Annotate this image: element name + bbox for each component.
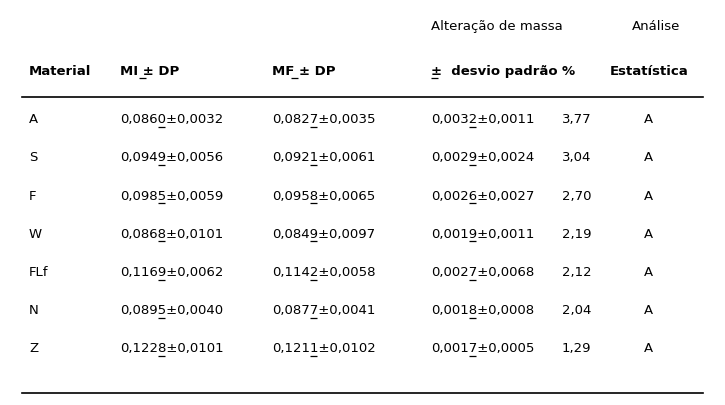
Text: A: A — [645, 113, 653, 126]
Text: 0,1169±0,0062: 0,1169±0,0062 — [120, 265, 223, 278]
Text: FLf: FLf — [29, 265, 49, 278]
Text: 0,0985±0,0059: 0,0985±0,0059 — [120, 189, 223, 202]
Text: S: S — [29, 151, 38, 164]
Text: A: A — [645, 303, 653, 316]
Text: A: A — [29, 113, 38, 126]
Text: ±  desvio padrão: ± desvio padrão — [431, 64, 558, 77]
Text: 2,12: 2,12 — [562, 265, 592, 278]
Text: 2,04: 2,04 — [562, 303, 592, 316]
Text: 0,0827±0,0035: 0,0827±0,0035 — [272, 113, 376, 126]
Text: 0,0019±0,0011: 0,0019±0,0011 — [431, 227, 535, 240]
Text: 0,0032±0,0011: 0,0032±0,0011 — [431, 113, 535, 126]
Text: 0,0877±0,0041: 0,0877±0,0041 — [272, 303, 376, 316]
Text: 0,0949±0,0056: 0,0949±0,0056 — [120, 151, 223, 164]
Text: N: N — [29, 303, 38, 316]
Text: 0,1228±0,0101: 0,1228±0,0101 — [120, 341, 223, 354]
Text: A: A — [645, 265, 653, 278]
Text: 0,0026±0,0027: 0,0026±0,0027 — [431, 189, 535, 202]
Text: Estatística: Estatística — [610, 64, 688, 77]
Text: 2,70: 2,70 — [562, 189, 592, 202]
Text: A: A — [645, 341, 653, 354]
Text: 2,19: 2,19 — [562, 227, 592, 240]
Text: 0,0029±0,0024: 0,0029±0,0024 — [431, 151, 534, 164]
Text: %: % — [562, 64, 575, 77]
Text: 0,0958±0,0065: 0,0958±0,0065 — [272, 189, 375, 202]
Text: 0,0860±0,0032: 0,0860±0,0032 — [120, 113, 223, 126]
Text: 1,29: 1,29 — [562, 341, 592, 354]
Text: 0,0868±0,0101: 0,0868±0,0101 — [120, 227, 223, 240]
Text: A: A — [645, 151, 653, 164]
Text: Material: Material — [29, 64, 91, 77]
Text: MF ± DP: MF ± DP — [272, 64, 336, 77]
Text: W: W — [29, 227, 42, 240]
Text: 0,0017±0,0005: 0,0017±0,0005 — [431, 341, 535, 354]
Text: 0,0849±0,0097: 0,0849±0,0097 — [272, 227, 375, 240]
Text: 3,77: 3,77 — [562, 113, 592, 126]
Text: Alteração de massa: Alteração de massa — [431, 20, 563, 33]
Text: Z: Z — [29, 341, 38, 354]
Text: 0,1142±0,0058: 0,1142±0,0058 — [272, 265, 376, 278]
Text: Análise: Análise — [632, 20, 681, 33]
Text: F: F — [29, 189, 36, 202]
Text: 0,0895±0,0040: 0,0895±0,0040 — [120, 303, 223, 316]
Text: 0,0027±0,0068: 0,0027±0,0068 — [431, 265, 534, 278]
Text: A: A — [645, 227, 653, 240]
Text: 0,1211±0,0102: 0,1211±0,0102 — [272, 341, 376, 354]
Text: 0,0018±0,0008: 0,0018±0,0008 — [431, 303, 534, 316]
Text: 0,0921±0,0061: 0,0921±0,0061 — [272, 151, 376, 164]
Text: MI ± DP: MI ± DP — [120, 64, 179, 77]
Text: A: A — [645, 189, 653, 202]
Text: 3,04: 3,04 — [562, 151, 592, 164]
